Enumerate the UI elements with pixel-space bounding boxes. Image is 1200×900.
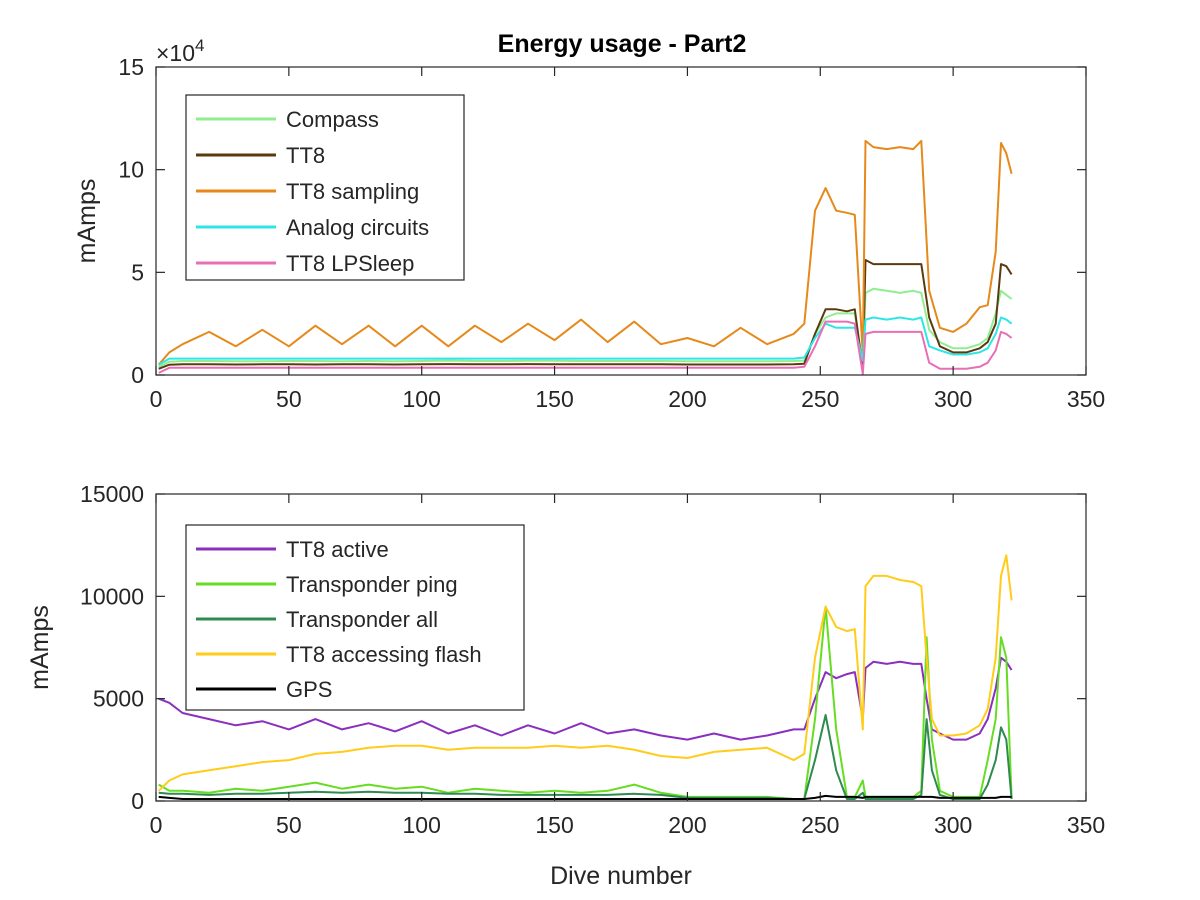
x-tick-label: 100 bbox=[403, 386, 441, 412]
y-tick-label: 0 bbox=[131, 788, 144, 814]
legend-entry-label: Analog circuits bbox=[286, 215, 429, 240]
x-tick-label: 0 bbox=[150, 812, 163, 838]
y-tick-label: 10 bbox=[118, 157, 144, 183]
legend: TT8 active Transponder ping Transponder al… bbox=[185, 524, 525, 711]
x-tick-label: 250 bbox=[801, 812, 839, 838]
legend-entry-label: TT8 accessing flash bbox=[286, 642, 482, 667]
x-tick-label: 150 bbox=[535, 386, 573, 412]
x-tick-label: 300 bbox=[934, 812, 972, 838]
legend-entry-label: TT8 sampling bbox=[286, 179, 419, 204]
x-axis-label: Dive number bbox=[550, 862, 692, 890]
chart-title: Energy usage - Part2 bbox=[498, 30, 747, 58]
legend-box bbox=[185, 94, 465, 281]
y-tick-label: 5 bbox=[131, 259, 144, 285]
top-axes: 0 50 100 150 200 250 300 350 0 5 10 15 ×104 mAmps Comp… bbox=[73, 36, 1105, 412]
y-exponent-label: ×104 bbox=[156, 36, 204, 66]
legend-entry-label: TT8 LPSleep bbox=[286, 251, 414, 276]
y-axis-label: mAmps bbox=[73, 179, 101, 264]
series-line-tt8-accessing-flash bbox=[158, 554, 1013, 792]
legend-entry-label: Transponder ping bbox=[286, 572, 458, 597]
series-line-analog-circuits bbox=[158, 316, 1013, 366]
x-tick-label: 50 bbox=[276, 812, 302, 838]
x-tick-label: 50 bbox=[276, 386, 302, 412]
y-tick-label: 10000 bbox=[80, 583, 144, 609]
legend-entry-label: TT8 bbox=[286, 143, 325, 168]
series-line-tt8 bbox=[158, 259, 1013, 370]
legend-entry-label: Transponder all bbox=[286, 607, 438, 632]
x-tick-label: 350 bbox=[1067, 386, 1105, 412]
legend-entry-label: TT8 active bbox=[286, 537, 389, 562]
axes-box bbox=[155, 66, 1087, 376]
series-line-tt8-lpsleep bbox=[158, 320, 1013, 375]
axes-box bbox=[155, 493, 1087, 802]
legend-entry-label: Compass bbox=[286, 107, 379, 132]
series-line-gps bbox=[158, 794, 1012, 800]
y-tick-label: 15 bbox=[118, 54, 144, 80]
x-tick-label: 250 bbox=[801, 386, 839, 412]
x-tick-label: 200 bbox=[668, 386, 706, 412]
series-lines bbox=[157, 139, 1013, 375]
y-axis-label: mAmps bbox=[26, 605, 54, 690]
series-line-compass bbox=[158, 287, 1013, 368]
series-lines bbox=[158, 554, 1013, 800]
x-tick-label: 0 bbox=[150, 386, 163, 412]
bottom-axes: 0 50 100 150 200 250 300 350 0 5000 10000 15000 mAmp… bbox=[26, 481, 1105, 890]
y-tick-label: 0 bbox=[131, 362, 144, 388]
y-tick-label: 15000 bbox=[80, 481, 144, 507]
x-tick-label: 100 bbox=[403, 812, 441, 838]
x-tick-label: 300 bbox=[934, 386, 972, 412]
legend-entry-label: GPS bbox=[286, 677, 332, 702]
x-tick-label: 200 bbox=[668, 812, 706, 838]
legend: Compass TT8 TT8 sampling Analog circuits TT8… bbox=[185, 94, 465, 281]
x-tick-label: 150 bbox=[535, 812, 573, 838]
series-line-tt8-sampling bbox=[157, 139, 1013, 366]
x-tick-label: 350 bbox=[1067, 812, 1105, 838]
y-tick-label: 5000 bbox=[93, 686, 144, 712]
